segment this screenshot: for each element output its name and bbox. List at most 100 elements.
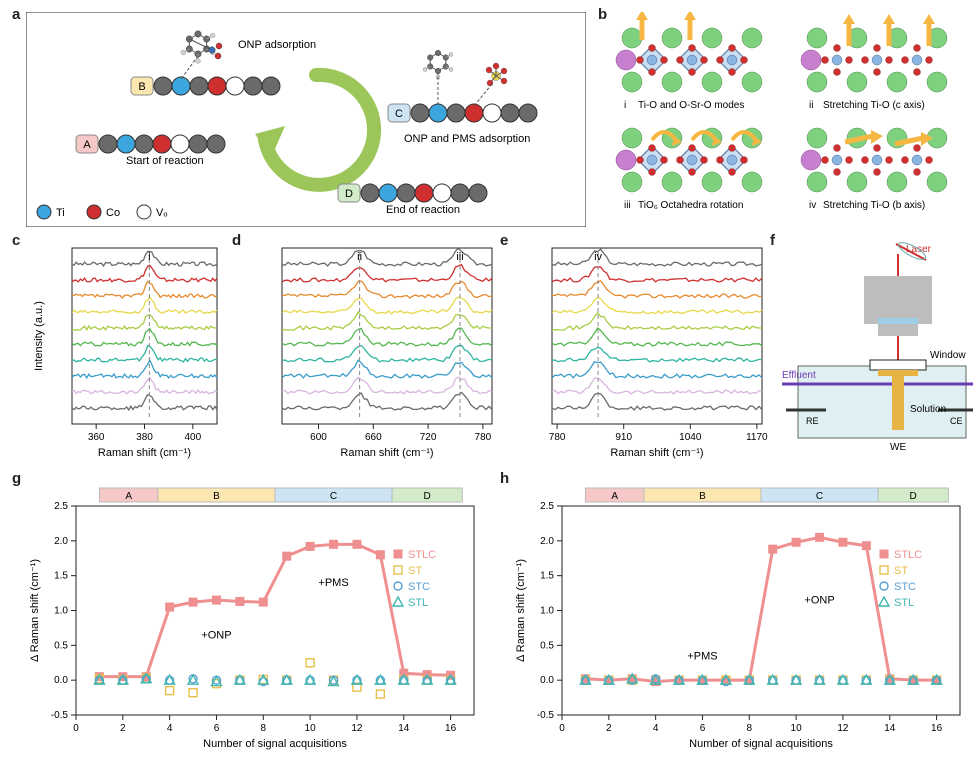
svg-text:ONP and PMS adsorption: ONP and PMS adsorption — [404, 133, 530, 145]
svg-text:910: 910 — [615, 432, 632, 443]
svg-text:CE: CE — [950, 416, 963, 426]
svg-text:0.5: 0.5 — [540, 640, 554, 651]
svg-text:Co: Co — [106, 207, 120, 219]
svg-text:1040: 1040 — [679, 432, 702, 443]
svg-text:Number of signal acquisitions: Number of signal acquisitions — [689, 738, 833, 750]
svg-text:ONP adsorption: ONP adsorption — [238, 39, 316, 51]
svg-text:4: 4 — [653, 723, 659, 734]
svg-text:14: 14 — [398, 723, 410, 734]
panel-g-svg: ABCD0246810121416-0.50.00.51.01.52.02.5N… — [24, 478, 484, 753]
svg-text:Number of signal acquisitions: Number of signal acquisitions — [203, 738, 347, 750]
svg-text:Δ Raman shift (cm⁻¹): Δ Raman shift (cm⁻¹) — [515, 559, 527, 662]
panel-c-label: c — [12, 232, 20, 249]
svg-text:Ti: Ti — [56, 207, 65, 219]
svg-text:End of reaction: End of reaction — [386, 204, 460, 216]
svg-text:STC: STC — [408, 581, 430, 593]
panel-g-label: g — [12, 470, 21, 487]
svg-text:B: B — [699, 491, 706, 502]
svg-text:Solution: Solution — [910, 404, 946, 415]
svg-text:600: 600 — [310, 432, 327, 443]
svg-text:2.0: 2.0 — [54, 536, 68, 547]
svg-text:-0.5: -0.5 — [537, 710, 555, 721]
svg-text:4: 4 — [167, 723, 173, 734]
svg-text:360: 360 — [88, 432, 105, 443]
svg-text:660: 660 — [365, 432, 382, 443]
svg-text:+ONP: +ONP — [804, 595, 834, 607]
svg-text:C: C — [330, 491, 337, 502]
svg-text:i: i — [624, 100, 626, 111]
svg-text:ST: ST — [408, 565, 422, 577]
svg-text:10: 10 — [791, 723, 803, 734]
svg-text:iii: iii — [456, 251, 463, 263]
svg-text:1.0: 1.0 — [54, 606, 68, 617]
panel-b-svg: i Ti-O and O-Sr-O modes ii Stretching Ti-O … — [610, 12, 970, 227]
svg-text:+PMS: +PMS — [318, 577, 348, 589]
svg-text:1.5: 1.5 — [540, 571, 554, 582]
svg-text:Window: Window — [930, 350, 966, 361]
svg-text:D: D — [424, 491, 431, 502]
panel-f-label: f — [770, 232, 775, 249]
panel-f-svg: LaserWindowEffluentRECEWESolution — [778, 240, 973, 460]
svg-text:1.0: 1.0 — [540, 606, 554, 617]
svg-text:0.5: 0.5 — [54, 640, 68, 651]
svg-text:2: 2 — [120, 723, 126, 734]
svg-text:i: i — [148, 251, 150, 263]
panel-c-svg: 360380400Raman shift (cm⁻¹)Intensity (a.… — [30, 240, 225, 460]
svg-text:A: A — [611, 491, 618, 502]
svg-text:ST: ST — [894, 565, 908, 577]
svg-text:D: D — [345, 188, 353, 200]
svg-text:iv: iv — [809, 200, 816, 211]
svg-text:RE: RE — [806, 416, 819, 426]
panel-e-label: e — [500, 232, 508, 249]
svg-text:Intensity (a.u.): Intensity (a.u.) — [33, 301, 45, 371]
svg-text:C: C — [395, 108, 403, 120]
svg-text:16: 16 — [445, 723, 457, 734]
svg-text:ii: ii — [357, 251, 362, 263]
svg-text:iii: iii — [624, 200, 631, 211]
svg-text:A: A — [83, 139, 91, 151]
svg-text:A: A — [125, 491, 132, 502]
svg-text:2.0: 2.0 — [540, 536, 554, 547]
svg-text:Stretching Ti-O (c axis): Stretching Ti-O (c axis) — [823, 100, 925, 111]
panel-e-svg: 78091010401170Raman shift (cm⁻¹)iv — [510, 240, 770, 460]
svg-text:10: 10 — [305, 723, 317, 734]
svg-text:Raman shift (cm⁻¹): Raman shift (cm⁻¹) — [98, 447, 191, 459]
svg-text:STL: STL — [894, 597, 914, 609]
svg-text:Stretching Ti-O (b axis): Stretching Ti-O (b axis) — [823, 200, 925, 211]
svg-text:6: 6 — [700, 723, 706, 734]
svg-text:Effluent: Effluent — [782, 370, 816, 381]
svg-text:+PMS: +PMS — [687, 650, 717, 662]
svg-text:8: 8 — [747, 723, 753, 734]
svg-text:STLC: STLC — [408, 549, 436, 561]
panel-h-label: h — [500, 470, 509, 487]
svg-text:D: D — [910, 491, 917, 502]
svg-text:Δ Raman shift (cm⁻¹): Δ Raman shift (cm⁻¹) — [29, 559, 41, 662]
svg-text:0: 0 — [559, 723, 565, 734]
svg-text:2.5: 2.5 — [540, 501, 554, 512]
svg-text:6: 6 — [214, 723, 220, 734]
svg-text:Vₒ: Vₒ — [156, 207, 168, 219]
panel-a-svg: A Start of reaction B ONP adsorption C ONP an… — [26, 12, 586, 227]
svg-text:iv: iv — [594, 251, 602, 263]
svg-text:ii: ii — [809, 100, 813, 111]
svg-text:0: 0 — [73, 723, 79, 734]
svg-text:1170: 1170 — [746, 432, 768, 443]
svg-text:14: 14 — [884, 723, 896, 734]
svg-text:0.0: 0.0 — [540, 675, 554, 686]
svg-text:B: B — [138, 81, 145, 93]
svg-text:0.0: 0.0 — [54, 675, 68, 686]
svg-text:2: 2 — [606, 723, 612, 734]
svg-text:16: 16 — [931, 723, 943, 734]
svg-text:12: 12 — [837, 723, 849, 734]
svg-text:780: 780 — [475, 432, 492, 443]
svg-text:B: B — [213, 491, 220, 502]
svg-text:Start of reaction: Start of reaction — [126, 155, 204, 167]
panel-h-svg: ABCD0246810121416-0.50.00.51.01.52.02.5N… — [510, 478, 970, 753]
svg-text:TiO₆ Octahedra rotation: TiO₆ Octahedra rotation — [638, 200, 743, 211]
svg-text:Ti-O and O-Sr-O modes: Ti-O and O-Sr-O modes — [638, 100, 744, 111]
svg-text:12: 12 — [351, 723, 363, 734]
svg-text:1.5: 1.5 — [54, 571, 68, 582]
svg-text:2.5: 2.5 — [54, 501, 68, 512]
svg-text:Raman shift (cm⁻¹): Raman shift (cm⁻¹) — [340, 447, 433, 459]
svg-text:Raman shift (cm⁻¹): Raman shift (cm⁻¹) — [610, 447, 703, 459]
